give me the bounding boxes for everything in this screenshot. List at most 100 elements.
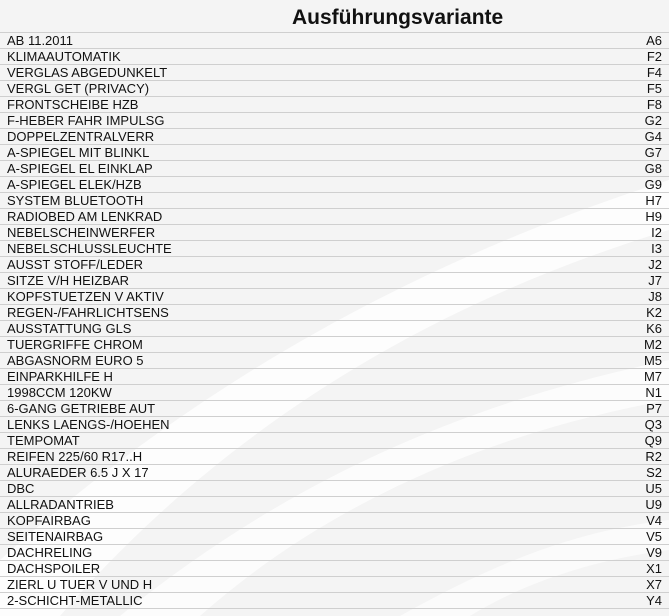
table-row: 6-GANG GETRIEBE AUT P7 [0, 401, 669, 417]
option-code: N1 [645, 385, 662, 400]
option-code: M2 [643, 337, 662, 352]
table-row: DOPPELZENTRALVERR G4 [0, 129, 669, 145]
option-label: FRONTSCHEIBE HZB [7, 97, 139, 112]
option-code: K6 [646, 321, 662, 336]
option-code: Q9 [644, 433, 662, 448]
option-label: A-SPIEGEL EL EINKLAP [7, 161, 153, 176]
option-code: H9 [645, 209, 662, 224]
option-label: LENKS LAENGS-/HOEHEN [7, 417, 170, 432]
option-label: TEMPOMAT [7, 433, 80, 448]
table-row: F-HEBER FAHR IMPULSG G2 [0, 113, 669, 129]
option-label: NEBELSCHLUSSLEUCHTE [7, 241, 172, 256]
table-row: DBC U5 [0, 481, 669, 497]
option-code: F2 [646, 49, 662, 64]
option-label: DOPPELZENTRALVERR [7, 129, 155, 144]
option-code: X7 [646, 577, 662, 592]
option-code: F8 [646, 97, 662, 112]
table-row: NEBELSCHEINWERFER I2 [0, 225, 669, 241]
table-row: A-SPIEGEL MIT BLINKL G7 [0, 145, 669, 161]
option-code: V9 [646, 545, 662, 560]
table-row: ALURAEDER 6.5 J X 17 S2 [0, 465, 669, 481]
option-label: A-SPIEGEL MIT BLINKL [7, 145, 150, 160]
option-label: 6-GANG GETRIEBE AUT [7, 401, 156, 416]
option-code: J8 [648, 289, 662, 304]
option-label: DACHSPOILER [7, 561, 101, 576]
option-label: SITZE V/H HEIZBAR [7, 273, 130, 288]
option-code: F5 [646, 81, 662, 96]
table-row: AUSSTATTUNG GLS K6 [0, 321, 669, 337]
option-code: X1 [646, 561, 662, 576]
option-code: A6 [646, 33, 662, 48]
option-label: TUERGRIFFE CHROM [7, 337, 143, 352]
table-row: 1998CCM 120KW N1 [0, 385, 669, 401]
table-row: AB 11.2011 A6 [0, 33, 669, 49]
option-label: F-HEBER FAHR IMPULSG [7, 113, 165, 128]
table-row: KOPFSTUETZEN V AKTIV J8 [0, 289, 669, 305]
option-code: I2 [651, 225, 662, 240]
option-code: V5 [646, 529, 662, 544]
table-row: 2-SCHICHT-METALLIC Y4 [0, 593, 669, 609]
table-row: RADIOBED AM LENKRAD H9 [0, 209, 669, 225]
table-row: SITZE V/H HEIZBAR J7 [0, 273, 669, 289]
table-row: LENKS LAENGS-/HOEHEN Q3 [0, 417, 669, 433]
option-code: G2 [644, 113, 662, 128]
table-row: TEMPOMAT Q9 [0, 433, 669, 449]
option-label: AB 11.2011 [7, 33, 74, 48]
table-row: NEBELSCHLUSSLEUCHTE I3 [0, 241, 669, 257]
table-row: REGEN-/FAHRLICHTSENS K2 [0, 305, 669, 321]
option-code: V4 [646, 513, 662, 528]
option-code: H7 [645, 193, 662, 208]
option-label: KOPFSTUETZEN V AKTIV [7, 289, 164, 304]
option-code: Y4 [646, 593, 662, 608]
option-code: G4 [644, 129, 662, 144]
option-label: VERGL GET (PRIVACY) [7, 81, 150, 96]
table-row: KOPFAIRBAG V4 [0, 513, 669, 529]
table-row: DACHRELING V9 [0, 545, 669, 561]
option-code: J2 [648, 257, 662, 272]
option-label: REIFEN 225/60 R17..H [7, 449, 143, 464]
table-row: DACHSPOILER X1 [0, 561, 669, 577]
table-row: SYSTEM BLUETOOTH H7 [0, 193, 669, 209]
option-label: ALLRADANTRIEB [7, 497, 114, 512]
option-code: P7 [646, 401, 662, 416]
option-code: S2 [646, 465, 662, 480]
option-label: AUSSTATTUNG GLS [7, 321, 132, 336]
option-label: 1998CCM 120KW [7, 385, 112, 400]
table-row: EINPARKHILFE H M7 [0, 369, 669, 385]
option-code: I3 [651, 241, 662, 256]
option-label: REGEN-/FAHRLICHTSENS [7, 305, 169, 320]
option-label: VERGLAS ABGEDUNKELT [7, 65, 168, 80]
option-label: A-SPIEGEL ELEK/HZB [7, 177, 142, 192]
table-row: ALLRADANTRIEB U9 [0, 497, 669, 513]
option-code: M7 [643, 369, 662, 384]
option-label: RADIOBED AM LENKRAD [7, 209, 163, 224]
option-label: AUSST STOFF/LEDER [7, 257, 144, 272]
option-code: G9 [644, 177, 662, 192]
table-row: A-SPIEGEL ELEK/HZB G9 [0, 177, 669, 193]
option-code: M5 [643, 353, 662, 368]
option-code: F4 [646, 65, 662, 80]
option-label: ABGASNORM EURO 5 [7, 353, 144, 368]
option-label: SYSTEM BLUETOOTH [7, 193, 144, 208]
table-row: VERGL GET (PRIVACY) F5 [0, 81, 669, 97]
option-code: R2 [645, 449, 662, 464]
option-label: ALURAEDER 6.5 J X 17 [7, 465, 149, 480]
option-label: DBC [7, 481, 35, 496]
table-row: VERGLAS ABGEDUNKELT F4 [0, 65, 669, 81]
option-code: U5 [645, 481, 662, 496]
option-label: ZIERL U TUER V UND H [7, 577, 153, 592]
table-row: SEITENAIRBAG V5 [0, 529, 669, 545]
option-label: KLIMAAUTOMATIK [7, 49, 121, 64]
table-row: TUERGRIFFE CHROM M2 [0, 337, 669, 353]
table-row: FRONTSCHEIBE HZB F8 [0, 97, 669, 113]
option-label: KOPFAIRBAG [7, 513, 91, 528]
option-code: Q3 [644, 417, 662, 432]
table-row: AUSST STOFF/LEDER J2 [0, 257, 669, 273]
table-row: ZIERL U TUER V UND H X7 [0, 577, 669, 593]
table-row: A-SPIEGEL EL EINKLAP G8 [0, 161, 669, 177]
table-row: KLIMAAUTOMATIK F2 [0, 49, 669, 65]
option-code: U9 [645, 497, 662, 512]
option-code: J7 [648, 273, 662, 288]
table-row: ABGASNORM EURO 5 M5 [0, 353, 669, 369]
